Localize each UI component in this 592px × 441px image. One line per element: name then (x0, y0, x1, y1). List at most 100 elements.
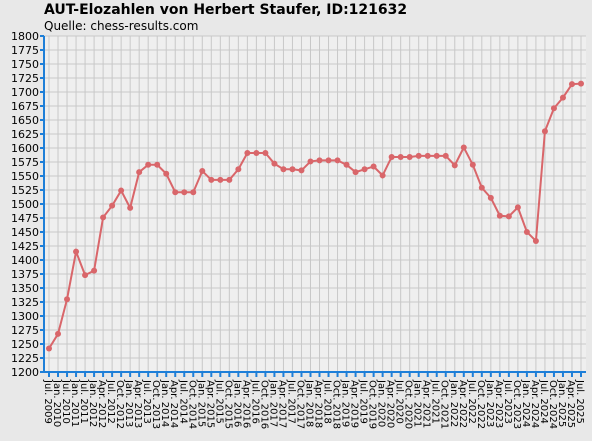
data-point (154, 161, 161, 168)
y-tick-label: 1725 (11, 72, 39, 85)
x-tick-label: Apr. 2012 (96, 380, 107, 428)
y-tick-label: 1800 (11, 30, 39, 43)
data-point (424, 152, 431, 159)
y-tick-label: 1375 (11, 268, 39, 281)
x-tick-label: Jan. 2025 (556, 379, 567, 427)
data-point (469, 161, 476, 168)
data-point (478, 184, 485, 191)
data-point (136, 169, 143, 176)
data-point (55, 330, 62, 337)
data-point (163, 170, 170, 177)
data-point (361, 166, 368, 173)
data-point (532, 237, 539, 244)
x-tick-label: Oct. 2024 (547, 380, 558, 429)
x-tick-label: Jan. 2023 (484, 379, 495, 427)
data-point (262, 150, 269, 157)
data-point (568, 81, 575, 88)
data-point (451, 162, 458, 169)
y-tick-label: 1775 (11, 44, 39, 57)
data-point (172, 189, 179, 196)
y-tick-label: 1225 (11, 352, 39, 365)
x-tick-label: Oct. 2014 (186, 380, 197, 429)
data-point (334, 157, 341, 164)
x-tick-label: Apr. 2014 (168, 380, 179, 428)
data-point (127, 204, 134, 211)
x-tick-label: Apr. 2023 (493, 380, 504, 428)
x-tick-label: Apr. 2018 (313, 380, 324, 428)
x-tick-label: Jul. 2011 (78, 379, 89, 424)
y-tick-label: 1450 (11, 226, 39, 239)
x-tick-label: Jul. 2016 (249, 379, 260, 424)
x-tick-label: Oct. 2017 (294, 380, 305, 429)
y-tick-label: 1325 (11, 296, 39, 309)
x-tick-label: Jan. 2021 (412, 379, 423, 427)
data-point (253, 150, 260, 157)
data-point (73, 248, 80, 255)
y-tick-label: 1525 (11, 184, 39, 197)
chart-title: AUT-Elozahlen von Herbert Staufer, ID:12… (44, 2, 407, 18)
y-tick-label: 1550 (11, 170, 39, 183)
x-tick-label: Jan. 2022 (448, 379, 459, 427)
x-tick-label: Oct. 2013 (150, 380, 161, 429)
data-point (235, 166, 242, 173)
x-tick-label: Jan. 2024 (520, 379, 531, 427)
data-point (100, 214, 107, 221)
y-tick-label: 1350 (11, 282, 39, 295)
data-point (118, 187, 125, 194)
x-tick-label: Jul. 2017 (285, 379, 296, 424)
x-tick-label: Jul. 2013 (141, 379, 152, 424)
x-tick-label: Jan. 2013 (123, 379, 134, 427)
data-point (578, 80, 584, 87)
x-tick-label: Apr. 2024 (529, 380, 540, 428)
data-point (406, 153, 413, 160)
x-tick-label: Jan. 2012 (87, 379, 98, 427)
x-tick-label: Jan. 2015 (195, 379, 206, 427)
y-tick-label: 1400 (11, 254, 39, 267)
x-tick-label: Oct. 2019 (367, 380, 378, 429)
data-point (82, 272, 89, 279)
x-tick-label: Jan. 2018 (303, 379, 314, 427)
data-point (343, 161, 350, 168)
data-point (190, 189, 197, 196)
y-tick-label: 1750 (11, 58, 39, 71)
x-tick-label: Jan. 2020 (376, 379, 387, 427)
data-point (46, 345, 52, 352)
data-point (199, 167, 206, 174)
data-point (388, 153, 395, 160)
y-tick-label: 1650 (11, 114, 39, 127)
x-tick-label: Apr. 2016 (240, 380, 251, 428)
x-tick-label: Apr. 2019 (349, 380, 360, 428)
data-point (460, 144, 467, 151)
x-tick-label: Jan. 2011 (69, 379, 80, 427)
data-point (181, 189, 188, 196)
data-point (550, 105, 557, 112)
data-point (217, 176, 224, 183)
x-tick-label: Jan. 2019 (340, 379, 351, 427)
x-tick-label: Jul. 2023 (502, 379, 513, 424)
x-tick-label: Oct. 2020 (403, 380, 414, 429)
x-tick-label: Jul. 2010 (60, 379, 71, 424)
data-point (505, 213, 512, 220)
y-tick-label: 1200 (11, 366, 39, 379)
y-tick-label: 1500 (11, 198, 39, 211)
x-tick-label: Apr. 2025 (565, 380, 576, 428)
y-tick-label: 1600 (11, 142, 39, 155)
x-tick-label: Jul. 2018 (322, 379, 333, 424)
y-tick-label: 1575 (11, 156, 39, 169)
y-tick-label: 1675 (11, 100, 39, 113)
data-point (379, 172, 386, 179)
data-point (487, 194, 494, 201)
x-tick-label: Apr. 2015 (204, 380, 215, 428)
x-tick-label: Jan. 2014 (159, 379, 170, 427)
x-tick-label: Jan. 2017 (267, 379, 278, 427)
x-tick-label: Jul. 2022 (466, 379, 477, 424)
y-tick-label: 1475 (11, 212, 39, 225)
data-point (91, 267, 98, 274)
x-tick-label: Apr. 2017 (276, 380, 287, 428)
x-tick-label: Oct. 2021 (439, 380, 450, 429)
x-tick-label: Oct. 2023 (511, 380, 522, 429)
y-tick-label: 1700 (11, 86, 39, 99)
data-point (496, 212, 503, 219)
